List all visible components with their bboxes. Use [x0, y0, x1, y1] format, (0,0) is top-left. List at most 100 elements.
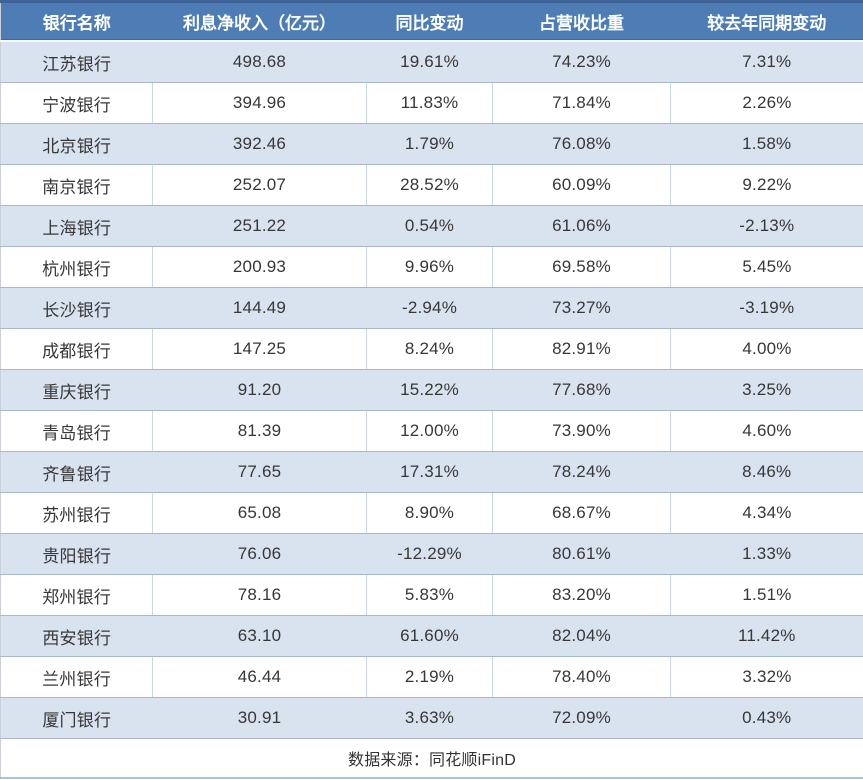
value-cell: 76.06 — [152, 533, 367, 575]
value-cell: 78.24% — [492, 451, 671, 493]
value-cell: 394.96 — [152, 82, 367, 124]
value-cell: 73.27% — [492, 287, 671, 329]
value-cell: 68.67% — [492, 492, 671, 534]
value-cell: 83.20% — [492, 574, 671, 616]
value-cell: 0.54% — [366, 205, 493, 247]
value-cell: 71.84% — [492, 82, 671, 124]
value-cell: 11.42% — [670, 615, 863, 657]
value-cell: 78.16 — [152, 574, 367, 616]
bank-name-cell: 兰州银行 — [0, 656, 153, 698]
value-cell: 498.68 — [152, 41, 367, 83]
value-cell: 1.79% — [366, 123, 493, 165]
value-cell: -2.13% — [670, 205, 863, 247]
bank-name-cell: 齐鲁银行 — [0, 451, 153, 493]
value-cell: 72.09% — [492, 697, 671, 739]
table-footer: 数据来源：同花顺iFinD — [0, 738, 863, 778]
bank-name-cell: 郑州银行 — [0, 574, 153, 616]
table-row: 兰州银行 46.44 2.19% 78.40% 3.32% — [0, 656, 863, 698]
value-cell: -3.19% — [670, 287, 863, 329]
table-row: 厦门银行 30.91 3.63% 72.09% 0.43% — [0, 697, 863, 739]
value-cell: 78.40% — [492, 656, 671, 698]
table-header: 银行名称 利息净收入（亿元） 同比变动 占营收比重 较去年同期变动 — [0, 1, 863, 42]
value-cell: -2.94% — [366, 287, 493, 329]
value-cell: -12.29% — [366, 533, 493, 575]
bank-name-cell: 西安银行 — [0, 615, 153, 657]
value-cell: 4.60% — [670, 410, 863, 452]
value-cell: 65.08 — [152, 492, 367, 534]
value-cell: 1.58% — [670, 123, 863, 165]
col-header-revenue-share: 占营收比重 — [492, 1, 671, 42]
value-cell: 11.83% — [366, 82, 493, 124]
value-cell: 81.39 — [152, 410, 367, 452]
value-cell: 392.46 — [152, 123, 367, 165]
table-row: 杭州银行 200.93 9.96% 69.58% 5.45% — [0, 246, 863, 288]
header-row: 银行名称 利息净收入（亿元） 同比变动 占营收比重 较去年同期变动 — [0, 1, 863, 42]
table-row: 江苏银行 498.68 19.61% 74.23% 7.31% — [0, 41, 863, 83]
value-cell: 69.58% — [492, 246, 671, 288]
value-cell: 12.00% — [366, 410, 493, 452]
table-row: 北京银行 392.46 1.79% 76.08% 1.58% — [0, 123, 863, 165]
bank-name-cell: 重庆银行 — [0, 369, 153, 411]
value-cell: 3.32% — [670, 656, 863, 698]
value-cell: 60.09% — [492, 164, 671, 206]
bank-name-cell: 长沙银行 — [0, 287, 153, 329]
table-row: 上海银行 251.22 0.54% 61.06% -2.13% — [0, 205, 863, 247]
value-cell: 147.25 — [152, 328, 367, 370]
value-cell: 28.52% — [366, 164, 493, 206]
value-cell: 8.46% — [670, 451, 863, 493]
value-cell: 252.07 — [152, 164, 367, 206]
bank-name-cell: 杭州银行 — [0, 246, 153, 288]
value-cell: 1.51% — [670, 574, 863, 616]
value-cell: 80.61% — [492, 533, 671, 575]
value-cell: 2.26% — [670, 82, 863, 124]
col-header-change-vs-last-year: 较去年同期变动 — [670, 1, 863, 42]
bank-name-cell: 北京银行 — [0, 123, 153, 165]
value-cell: 61.60% — [366, 615, 493, 657]
table-row: 宁波银行 394.96 11.83% 71.84% 2.26% — [0, 82, 863, 124]
value-cell: 1.33% — [670, 533, 863, 575]
value-cell: 2.19% — [366, 656, 493, 698]
table-row: 郑州银行 78.16 5.83% 83.20% 1.51% — [0, 574, 863, 616]
value-cell: 5.83% — [366, 574, 493, 616]
table-row: 西安银行 63.10 61.60% 82.04% 11.42% — [0, 615, 863, 657]
value-cell: 30.91 — [152, 697, 367, 739]
value-cell: 91.20 — [152, 369, 367, 411]
bank-name-cell: 贵阳银行 — [0, 533, 153, 575]
table-row: 重庆银行 91.20 15.22% 77.68% 3.25% — [0, 369, 863, 411]
value-cell: 15.22% — [366, 369, 493, 411]
value-cell: 9.96% — [366, 246, 493, 288]
table-row: 齐鲁银行 77.65 17.31% 78.24% 8.46% — [0, 451, 863, 493]
bank-name-cell: 成都银行 — [0, 328, 153, 370]
value-cell: 61.06% — [492, 205, 671, 247]
value-cell: 8.24% — [366, 328, 493, 370]
value-cell: 63.10 — [152, 615, 367, 657]
col-header-bank-name: 银行名称 — [0, 1, 153, 42]
value-cell: 82.04% — [492, 615, 671, 657]
source-row: 数据来源：同花顺iFinD — [0, 738, 863, 778]
col-header-net-interest-income: 利息净收入（亿元） — [152, 1, 367, 42]
data-source-note: 数据来源：同花顺iFinD — [0, 738, 863, 778]
table-row: 苏州银行 65.08 8.90% 68.67% 4.34% — [0, 492, 863, 534]
value-cell: 74.23% — [492, 41, 671, 83]
value-cell: 73.90% — [492, 410, 671, 452]
bank-name-cell: 苏州银行 — [0, 492, 153, 534]
value-cell: 144.49 — [152, 287, 367, 329]
value-cell: 200.93 — [152, 246, 367, 288]
value-cell: 9.22% — [670, 164, 863, 206]
value-cell: 77.68% — [492, 369, 671, 411]
value-cell: 8.90% — [366, 492, 493, 534]
value-cell: 0.43% — [670, 697, 863, 739]
value-cell: 77.65 — [152, 451, 367, 493]
value-cell: 5.45% — [670, 246, 863, 288]
bank-name-cell: 青岛银行 — [0, 410, 153, 452]
col-header-yoy-change: 同比变动 — [366, 1, 493, 42]
bank-name-cell: 厦门银行 — [0, 697, 153, 739]
table-row: 长沙银行 144.49 -2.94% 73.27% -3.19% — [0, 287, 863, 329]
value-cell: 7.31% — [670, 41, 863, 83]
value-cell: 46.44 — [152, 656, 367, 698]
value-cell: 82.91% — [492, 328, 671, 370]
value-cell: 17.31% — [366, 451, 493, 493]
table-row: 青岛银行 81.39 12.00% 73.90% 4.60% — [0, 410, 863, 452]
value-cell: 4.00% — [670, 328, 863, 370]
